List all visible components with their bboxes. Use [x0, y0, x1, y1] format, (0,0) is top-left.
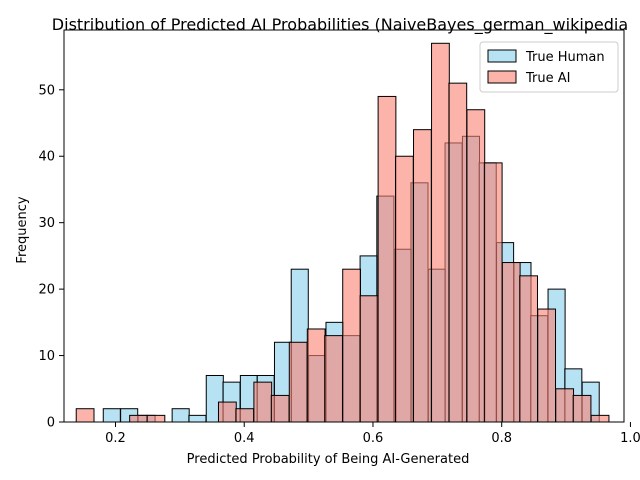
true-human-bar-5 [188, 414, 207, 423]
y-tick-label: 40 [38, 150, 55, 165]
x-tick-label: 0.8 [491, 431, 512, 446]
true-ai-bar-25 [519, 275, 538, 423]
true-ai-bar-24 [501, 262, 521, 423]
true-ai-bar-29 [590, 414, 610, 423]
plot-frame [63, 29, 625, 423]
true-ai-bar-8 [217, 401, 237, 423]
true-ai-bar-14 [324, 335, 343, 423]
y-tick-label: 0 [47, 416, 55, 431]
true-ai-bar-23 [483, 162, 503, 423]
true-ai-bar-18 [394, 155, 414, 423]
true-ai-bar-0 [75, 408, 95, 423]
true-ai-bar-12 [288, 341, 308, 423]
legend-label-true-ai: True AI [525, 71, 570, 86]
chart-title: Distribution of Predicted AI Probabiliti… [52, 15, 628, 35]
x-tick-label: 0.2 [105, 431, 126, 446]
true-ai-bar-13 [306, 328, 326, 423]
true-ai-bar-16 [359, 295, 379, 423]
series-true-ai-bars [75, 42, 610, 423]
true-ai-bar-26 [537, 308, 557, 423]
true-ai-bar-27 [555, 388, 575, 423]
y-axis-ticks: 0 10 20 30 40 50 [38, 83, 64, 431]
true-ai-bar-20 [431, 42, 450, 423]
true-ai-bar-15 [342, 268, 361, 423]
true-ai-bar-10 [253, 381, 273, 423]
true-ai-bar-3 [129, 414, 148, 423]
true-ai-bar-21 [448, 82, 468, 423]
legend-label-true-human: True Human [525, 50, 605, 65]
x-tick-label: 0.6 [363, 431, 384, 446]
y-tick-label: 30 [38, 216, 55, 231]
y-axis-label: Frequency [15, 196, 30, 263]
true-ai-bar-19 [413, 129, 432, 423]
true-ai-bar-22 [466, 109, 486, 423]
x-tick-label: 1.0 [620, 431, 640, 446]
true-human-bar-0 [102, 408, 121, 423]
true-human-bar-4 [171, 408, 190, 423]
y-tick-label: 20 [38, 283, 55, 298]
true-ai-bar-17 [377, 95, 397, 423]
true-ai-bar-11 [270, 394, 290, 423]
legend: True Human True AI [479, 41, 619, 93]
legend-swatch-true-ai [487, 70, 517, 84]
true-ai-bar-28 [572, 394, 592, 423]
x-tick-label: 0.4 [234, 431, 255, 446]
true-ai-bar-9 [235, 408, 255, 423]
x-axis-label: Predicted Probability of Being AI-Genera… [187, 452, 470, 467]
y-tick-label: 10 [38, 349, 55, 364]
x-axis-ticks: 0.2 0.4 0.6 0.8 1.0 [105, 422, 640, 446]
y-tick-label: 50 [38, 83, 55, 98]
true-ai-bar-4 [146, 414, 166, 423]
legend-swatch-true-human [487, 49, 517, 63]
